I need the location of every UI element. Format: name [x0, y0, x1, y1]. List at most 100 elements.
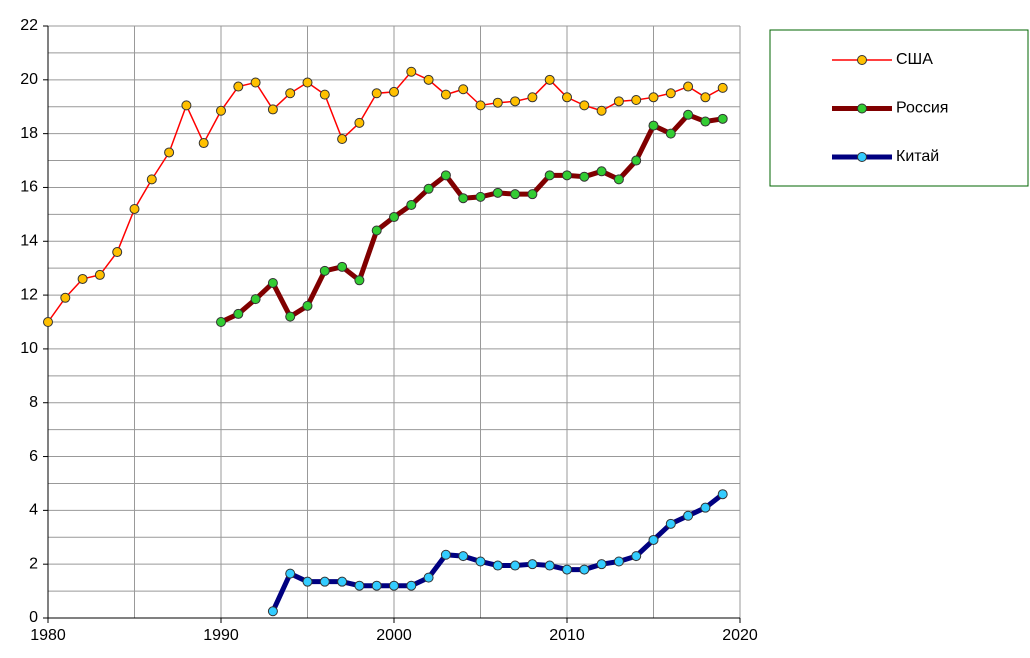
- marker: [665, 128, 676, 139]
- x-tick-label: 2010: [549, 627, 585, 644]
- marker: [700, 116, 711, 127]
- legend-label: США: [896, 51, 933, 68]
- marker: [648, 92, 659, 103]
- marker: [440, 170, 451, 181]
- marker: [562, 564, 572, 575]
- y-tick-label: 22: [20, 17, 38, 34]
- marker: [285, 311, 296, 322]
- marker: [458, 193, 469, 204]
- marker: [579, 171, 590, 182]
- marker: [458, 84, 469, 95]
- marker: [216, 317, 226, 327]
- y-tick-label: 10: [20, 340, 38, 357]
- legend-box: [769, 29, 1029, 187]
- marker: [198, 138, 209, 149]
- marker: [492, 187, 503, 198]
- marker: [77, 273, 88, 284]
- marker: [60, 292, 71, 303]
- y-tick-label: 8: [29, 394, 38, 411]
- x-tick-label: 1990: [203, 627, 239, 644]
- marker: [613, 556, 624, 567]
- y-tick-label: 18: [20, 125, 38, 142]
- marker: [423, 74, 434, 85]
- marker: [717, 82, 728, 93]
- marker: [596, 166, 607, 177]
- marker: [631, 95, 642, 105]
- marker: [389, 86, 399, 97]
- marker: [129, 203, 140, 214]
- marker: [665, 88, 676, 99]
- marker: [94, 269, 105, 280]
- marker: [389, 580, 399, 591]
- marker: [319, 89, 330, 100]
- marker: [613, 174, 624, 185]
- marker: [181, 100, 192, 111]
- marker: [544, 74, 555, 85]
- marker: [354, 117, 365, 128]
- marker: [337, 134, 348, 145]
- legend-label: Китай: [896, 148, 939, 165]
- marker: [389, 212, 399, 223]
- marker: [562, 92, 572, 103]
- marker: [579, 100, 590, 111]
- y-tick-label: 4: [29, 502, 38, 519]
- marker: [112, 247, 123, 258]
- marker: [302, 77, 313, 88]
- marker: [510, 560, 521, 571]
- marker: [406, 199, 417, 210]
- marker: [267, 277, 278, 288]
- marker: [302, 300, 313, 311]
- legend-marker: [857, 152, 867, 162]
- marker: [233, 308, 244, 319]
- marker: [354, 580, 365, 591]
- legend-label: Россия: [896, 100, 948, 117]
- marker: [683, 510, 694, 521]
- marker: [648, 120, 659, 131]
- marker: [717, 113, 728, 124]
- marker: [492, 560, 503, 571]
- marker: [250, 294, 261, 305]
- marker: [371, 225, 382, 236]
- marker: [492, 97, 503, 108]
- marker: [43, 317, 53, 327]
- marker: [371, 88, 382, 99]
- marker: [216, 105, 226, 116]
- marker: [683, 109, 694, 120]
- marker: [371, 580, 382, 591]
- marker: [717, 489, 728, 500]
- marker: [596, 559, 607, 570]
- marker: [596, 105, 607, 116]
- marker: [285, 568, 296, 579]
- marker: [562, 170, 572, 181]
- series-line: [47, 70, 724, 323]
- marker: [267, 606, 278, 617]
- marker: [475, 556, 486, 567]
- series-line: [219, 112, 724, 325]
- marker: [700, 502, 711, 513]
- marker: [164, 147, 175, 158]
- marker: [406, 66, 417, 77]
- marker: [665, 518, 676, 529]
- y-tick-label: 14: [20, 232, 38, 249]
- marker: [440, 549, 451, 560]
- marker: [337, 576, 348, 587]
- y-tick-label: 16: [20, 179, 38, 196]
- marker: [700, 92, 711, 103]
- marker: [423, 572, 434, 583]
- marker: [146, 174, 157, 185]
- marker: [527, 92, 538, 103]
- series-line: [270, 492, 725, 613]
- marker: [544, 170, 555, 181]
- marker: [613, 96, 624, 107]
- marker: [683, 81, 694, 92]
- x-tick-label: 2000: [376, 627, 412, 644]
- y-tick-label: 6: [29, 448, 38, 465]
- y-tick-label: 20: [20, 71, 38, 88]
- legend-marker: [857, 55, 867, 65]
- x-tick-label: 2020: [722, 627, 758, 644]
- y-tick-label: 12: [20, 286, 38, 303]
- marker: [510, 96, 521, 107]
- marker: [544, 560, 555, 571]
